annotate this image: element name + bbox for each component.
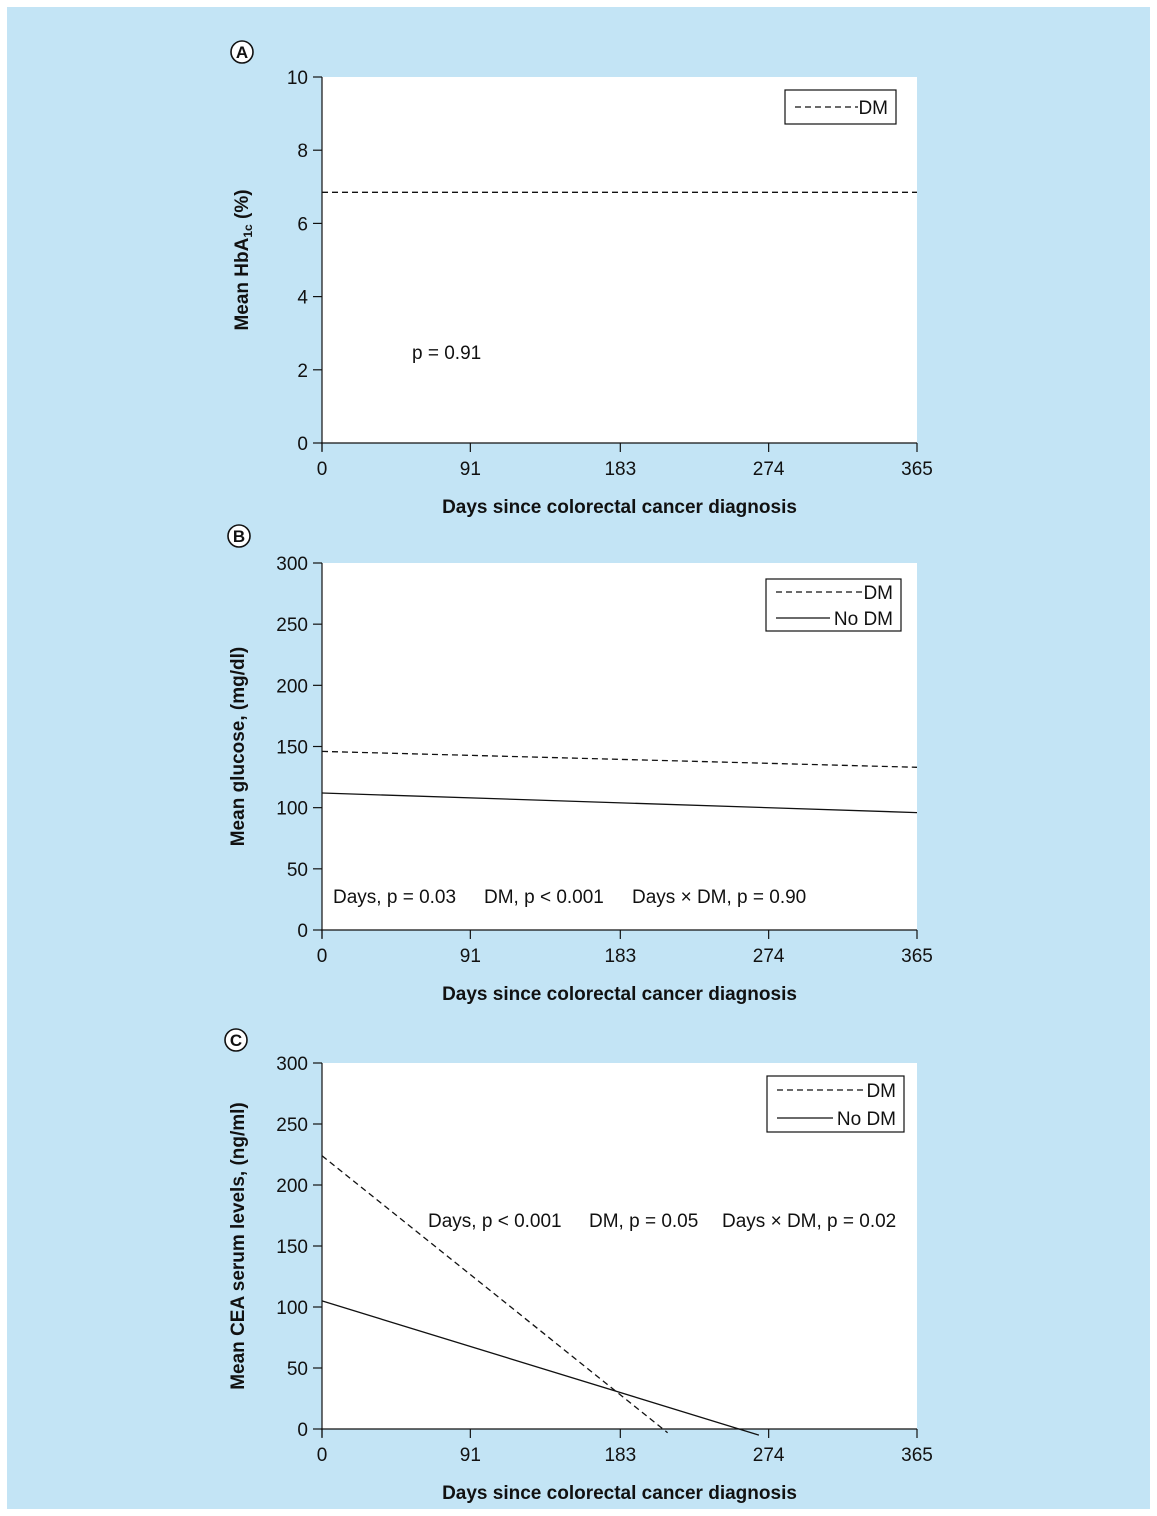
annotation: DM, p = 0.05 bbox=[589, 1211, 698, 1232]
series-line-no-dm bbox=[321, 1300, 760, 1436]
y-tick-label: 50 bbox=[287, 860, 308, 881]
x-tick-label: 274 bbox=[753, 946, 785, 967]
y-tick-label: 4 bbox=[297, 288, 308, 309]
y-tick-label: 0 bbox=[297, 1420, 308, 1441]
x-tick-label: 274 bbox=[753, 1445, 785, 1466]
panel-letter: C bbox=[230, 1031, 242, 1050]
x-tick-label: 365 bbox=[901, 946, 933, 967]
panel-letter-circle bbox=[230, 40, 254, 64]
chart-panel-b: 0 50 100 150 200 250 300 0 91 183 274 365 Days since… bbox=[227, 524, 933, 1005]
y-axis-title-main: Mean glucose, (mg/dl) bbox=[228, 647, 249, 847]
x-axis-title: Days since colorectal cancer diagnosis bbox=[442, 984, 797, 1005]
x-tick-label: 0 bbox=[317, 459, 328, 480]
x-tick-label: 0 bbox=[317, 1445, 328, 1466]
legend-label: DM bbox=[858, 98, 888, 119]
x-tick-label: 91 bbox=[460, 459, 481, 480]
panel-letter: A bbox=[236, 43, 248, 62]
series-line-no-dm bbox=[321, 792, 918, 814]
x-tick-label: 183 bbox=[604, 459, 636, 480]
x-tick-label: 183 bbox=[604, 1445, 636, 1466]
chart-panel-a: 0 2 4 6 8 10 0 91 183 274 365 Days since colorectal… bbox=[230, 40, 933, 518]
y-tick-label: 300 bbox=[276, 554, 308, 575]
annotation: Days, p < 0.001 bbox=[428, 1211, 562, 1232]
legend-label: DM bbox=[863, 583, 893, 604]
annotation: Days, p = 0.03 bbox=[333, 887, 456, 908]
panel-letter-circle bbox=[227, 524, 251, 548]
x-tick-label: 0 bbox=[317, 946, 328, 967]
legend-box bbox=[766, 1075, 905, 1133]
x-tick-label: 183 bbox=[604, 946, 636, 967]
y-tick-label: 6 bbox=[297, 214, 308, 235]
plot-area bbox=[322, 77, 917, 443]
annotation: DM, p < 0.001 bbox=[484, 887, 604, 908]
y-axis-title: Mean glucose, (mg/dl) bbox=[228, 647, 249, 847]
y-tick-label: 250 bbox=[276, 615, 308, 636]
y-axis-title: Mean CEA serum levels, (ng/ml) bbox=[228, 1102, 249, 1390]
x-tick-label: 274 bbox=[753, 459, 785, 480]
series-line-dm bbox=[321, 1155, 669, 1434]
x-tick-label: 91 bbox=[460, 946, 481, 967]
legend-box bbox=[765, 578, 902, 632]
y-tick-label: 8 bbox=[297, 141, 308, 162]
legend: DM No DM bbox=[766, 1075, 905, 1133]
y-tick-label: 10 bbox=[287, 68, 308, 89]
x-tick-label: 365 bbox=[901, 459, 933, 480]
x-tick-label: 91 bbox=[460, 1445, 481, 1466]
annotation: Days × DM, p = 0.02 bbox=[722, 1211, 896, 1232]
y-tick-label: 150 bbox=[276, 738, 308, 759]
y-tick-label: 200 bbox=[276, 676, 308, 697]
y-tick-label: 300 bbox=[276, 1054, 308, 1075]
x-axis-title: Days since colorectal cancer diagnosis bbox=[442, 1483, 797, 1504]
y-tick-label: 250 bbox=[276, 1115, 308, 1136]
y-axis-title-main: Mean CEA serum levels, (ng/ml) bbox=[228, 1102, 249, 1390]
y-axis-title-subscript: 1c bbox=[241, 224, 255, 238]
panel-letter-circle bbox=[224, 1028, 248, 1052]
legend-label: No DM bbox=[837, 1109, 896, 1130]
y-tick-label: 200 bbox=[276, 1176, 308, 1197]
y-tick-label: 50 bbox=[287, 1359, 308, 1380]
y-axis-title: Mean HbA1c (%) bbox=[232, 189, 255, 330]
legend-label: DM bbox=[866, 1081, 896, 1102]
y-tick-label: 100 bbox=[276, 799, 308, 820]
legend: DM No DM bbox=[765, 578, 902, 632]
x-axis-title: Days since colorectal cancer diagnosis bbox=[442, 497, 797, 518]
chart-panel-c: 0 50 100 150 200 250 300 0 91 183 274 365 Days since… bbox=[224, 1028, 933, 1504]
panel-letter: B bbox=[233, 527, 245, 546]
legend-label: No DM bbox=[834, 609, 893, 630]
y-tick-label: 100 bbox=[276, 1298, 308, 1319]
y-axis-title-suffix: (%) bbox=[232, 189, 253, 224]
y-tick-label: 2 bbox=[297, 361, 308, 382]
x-tick-label: 365 bbox=[901, 1445, 933, 1466]
y-axis-title-main: Mean HbA bbox=[232, 237, 253, 330]
y-tick-label: 150 bbox=[276, 1237, 308, 1258]
annotation: p = 0.91 bbox=[412, 343, 481, 364]
legend: DM bbox=[784, 89, 897, 125]
annotation: Days × DM, p = 0.90 bbox=[632, 887, 806, 908]
y-tick-label: 0 bbox=[297, 434, 308, 455]
y-tick-label: 0 bbox=[297, 921, 308, 942]
